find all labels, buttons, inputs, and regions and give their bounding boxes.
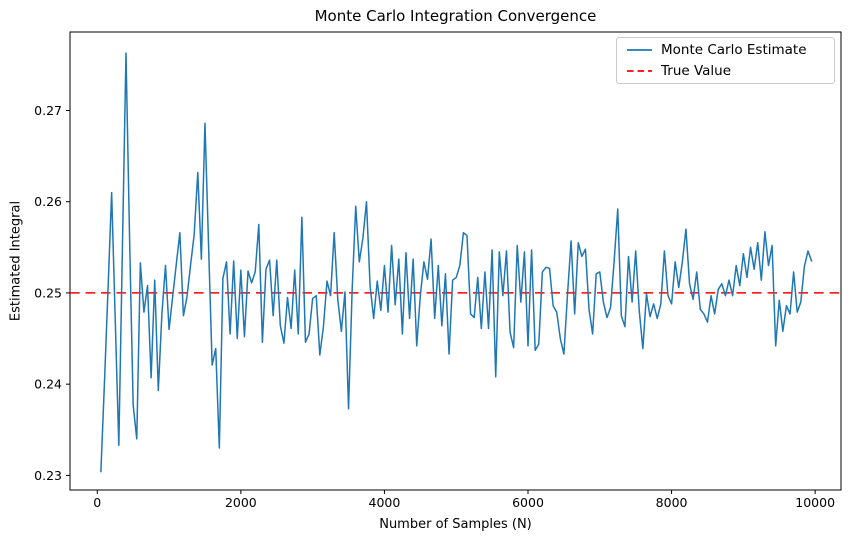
x-tick-label: 8000 xyxy=(656,495,688,510)
x-tick-label: 4000 xyxy=(369,495,401,510)
x-tick-label: 6000 xyxy=(512,495,544,510)
y-tick-label: 0.24 xyxy=(34,377,62,392)
legend-label-true-value: True Value xyxy=(661,63,732,80)
y-tick-label: 0.26 xyxy=(34,194,62,209)
chart-title: Monte Carlo Integration Convergence xyxy=(314,7,597,25)
y-tick-label: 0.25 xyxy=(34,285,62,300)
y-tick-label: 0.23 xyxy=(34,468,62,483)
plot-frame xyxy=(69,31,842,491)
x-axis-label: Number of Samples (N) xyxy=(379,517,532,532)
y-tick-label: 0.27 xyxy=(34,103,62,118)
legend: Monte Carlo Estimate True Value xyxy=(616,37,835,84)
legend-dashed-line-icon xyxy=(627,70,652,73)
y-axis-label: Estimated Integral xyxy=(8,200,24,322)
legend-entry-monte-carlo: Monte Carlo Estimate xyxy=(617,42,834,58)
x-tick-label: 2000 xyxy=(225,495,257,510)
legend-entry-true-value: True Value xyxy=(617,63,834,79)
x-tick-label: 0 xyxy=(93,495,101,510)
legend-label-monte-carlo: Monte Carlo Estimate xyxy=(661,41,807,58)
monte-carlo-line xyxy=(100,52,813,473)
x-tick-label: 10000 xyxy=(795,495,835,510)
legend-solid-line-icon xyxy=(627,48,652,51)
